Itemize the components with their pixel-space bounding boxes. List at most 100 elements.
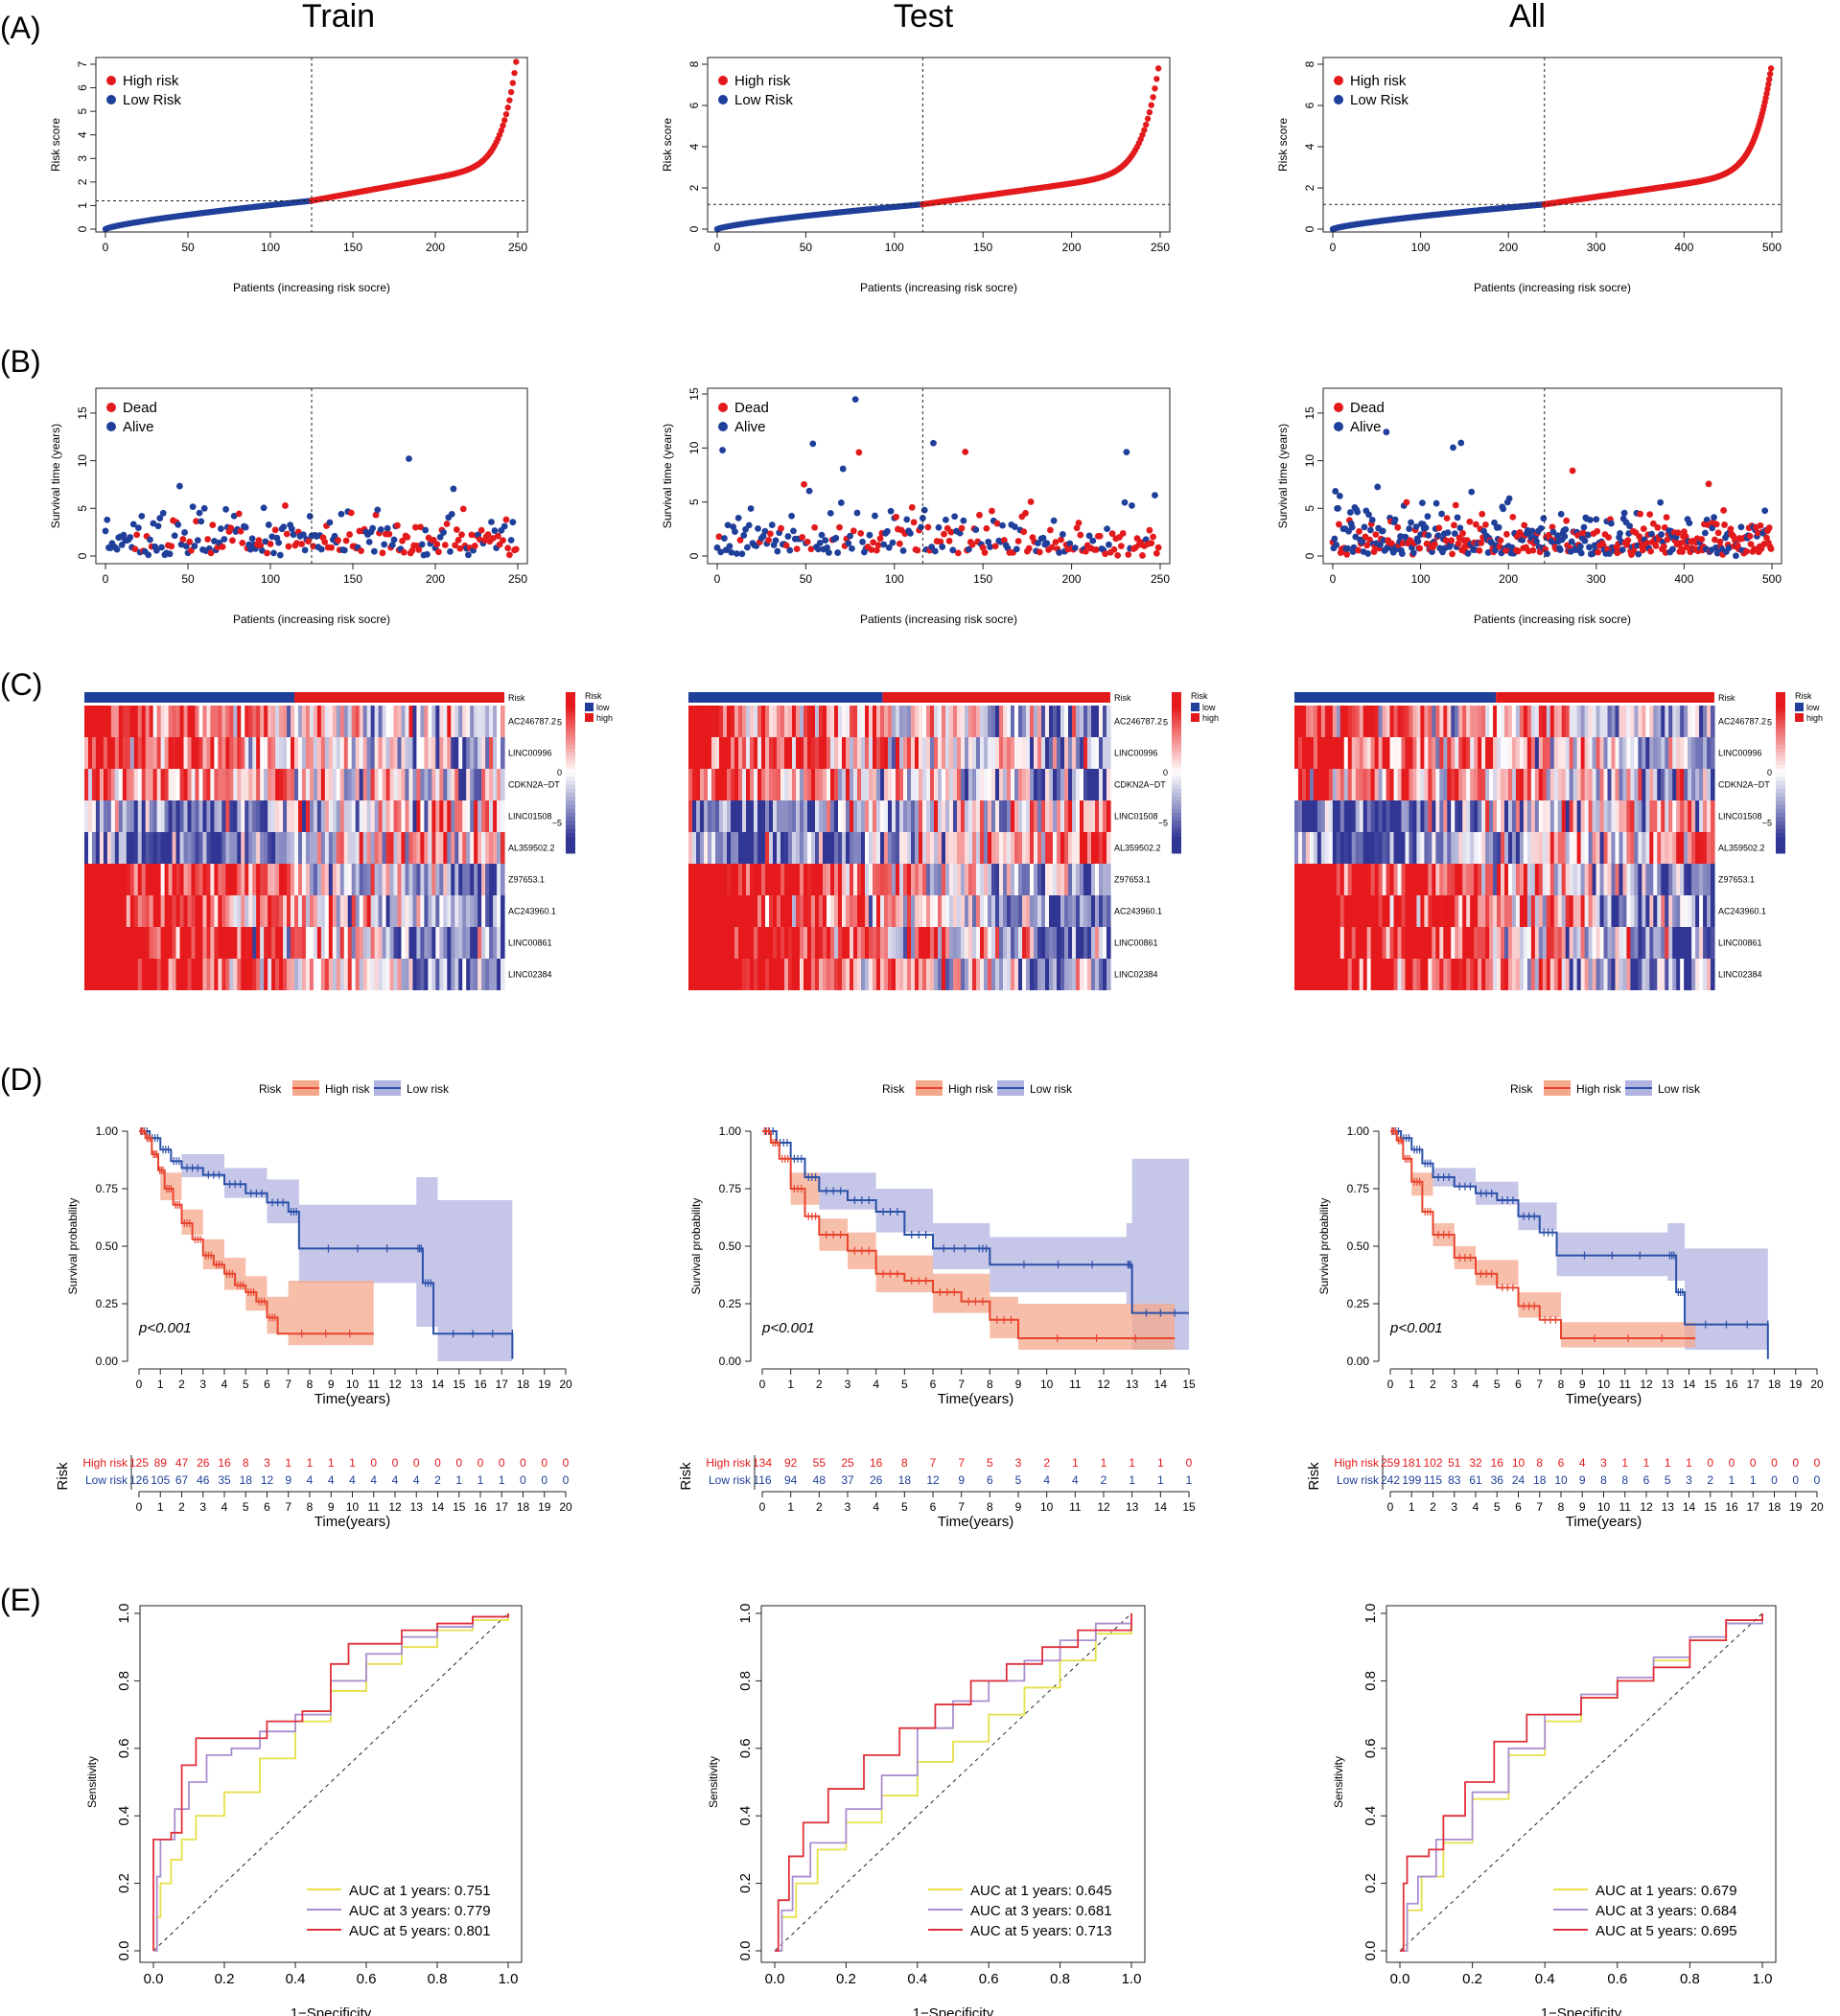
heatmap-cell [715,864,720,895]
alive-point [1713,549,1721,557]
heatmap-cell [1409,832,1414,864]
heatmap-cell [431,927,436,959]
heatmap-cell [1072,959,1077,990]
heatmap-cell [237,737,242,769]
heatmap-cell [750,800,755,832]
alive-point [1377,541,1384,548]
heatmap-cell [225,832,230,864]
heatmap-cell [988,927,992,959]
heatmap-cell [481,959,486,990]
heatmap-cell [823,895,827,927]
heatmap-cell [374,800,380,832]
heatmap-cell [834,864,839,895]
heatmap-cell [320,864,326,895]
heatmap-cell [842,864,847,895]
dead-point [1336,521,1342,528]
heatmap-cell [1439,706,1444,737]
heatmap-cell [892,706,897,737]
heatmap-cell [796,864,801,895]
heatmap-cell [172,959,177,990]
heatmap-cell [1080,864,1084,895]
heatmap-cell [1443,832,1448,864]
alive-point [713,544,721,551]
heatmap-cell [1607,769,1613,800]
heatmap-cell [899,864,904,895]
heatmap-cell [899,706,904,737]
heatmap-cell [260,706,265,737]
heatmap-cell [420,737,425,769]
alive-point [1657,498,1665,506]
heatmap-cell [777,832,781,864]
heatmap-cell [796,769,801,800]
heatmap-cell [305,800,311,832]
colorbar-tick-label: −5 [552,819,562,828]
alive-point [985,538,992,545]
heatmap-cell [1676,706,1681,737]
dead-point [993,520,1001,527]
heatmap-cell [1412,800,1418,832]
heatmap-cell [370,737,376,769]
heatmap-cell [1313,864,1318,895]
heatmap-cell [980,895,985,927]
heatmap-cell [99,769,105,800]
dead-point [1073,524,1081,532]
heatmap-cell [731,706,735,737]
heatmap-cell [723,769,728,800]
heatmap-cell [773,769,778,800]
heatmap-cell [945,769,950,800]
heatmap-cell [84,800,89,832]
heatmap-cell [347,832,353,864]
y-tick-label: 4 [687,143,701,150]
heatmap-cell [773,800,778,832]
heatmap-cell [823,706,827,737]
heatmap-cell [160,832,166,864]
heatmap-cell [1416,737,1421,769]
dead-point [227,524,235,532]
heatmap-cell [761,832,766,864]
heatmap-cell [815,927,820,959]
heatmap-cell [1405,737,1410,769]
alive-point [120,531,128,539]
heatmap-cell [1466,832,1471,864]
heatmap-cell [876,832,881,864]
heatmap-cell [1474,706,1479,737]
heatmap-cell [264,737,268,769]
dead-point [1356,527,1363,535]
heatmap-cell [777,800,781,832]
heatmap-cell [991,769,996,800]
heatmap-cell [405,895,410,927]
heatmap-cell [168,737,174,769]
heatmap-cell [1007,769,1012,800]
heatmap-cell [1409,769,1414,800]
heatmap-cell [343,737,349,769]
high-risk-point [506,97,513,104]
alive-point [1635,550,1642,558]
heatmap-cell [1106,864,1111,895]
heatmap-cell [991,832,996,864]
heatmap-cell [711,927,716,959]
heatmap-cell [137,832,143,864]
alive-point [920,506,928,514]
high-risk-point [1763,90,1770,97]
dead-point [893,513,900,521]
heatmap-cell [846,832,850,864]
heatmap-cell [1489,769,1494,800]
heatmap-cell [481,895,486,927]
heatmap-cell [761,895,766,927]
heatmap-cell [922,959,927,990]
heatmap-cell [1588,832,1594,864]
heatmap-cell [834,737,839,769]
heatmap-cell [1699,800,1704,832]
heatmap-cell [225,895,230,927]
heatmap-cell [938,959,943,990]
heatmap-cell [1523,737,1528,769]
heatmap-cell [965,895,969,927]
heatmap-cell [1592,737,1597,769]
alive-point [1586,517,1594,523]
legend-label: Low Risk [123,92,181,108]
alive-point [221,536,228,543]
y-tick-label: 15 [76,406,89,420]
heatmap-cell [1022,706,1027,737]
heatmap-cell [792,927,797,959]
heatmap-cell [133,706,139,737]
